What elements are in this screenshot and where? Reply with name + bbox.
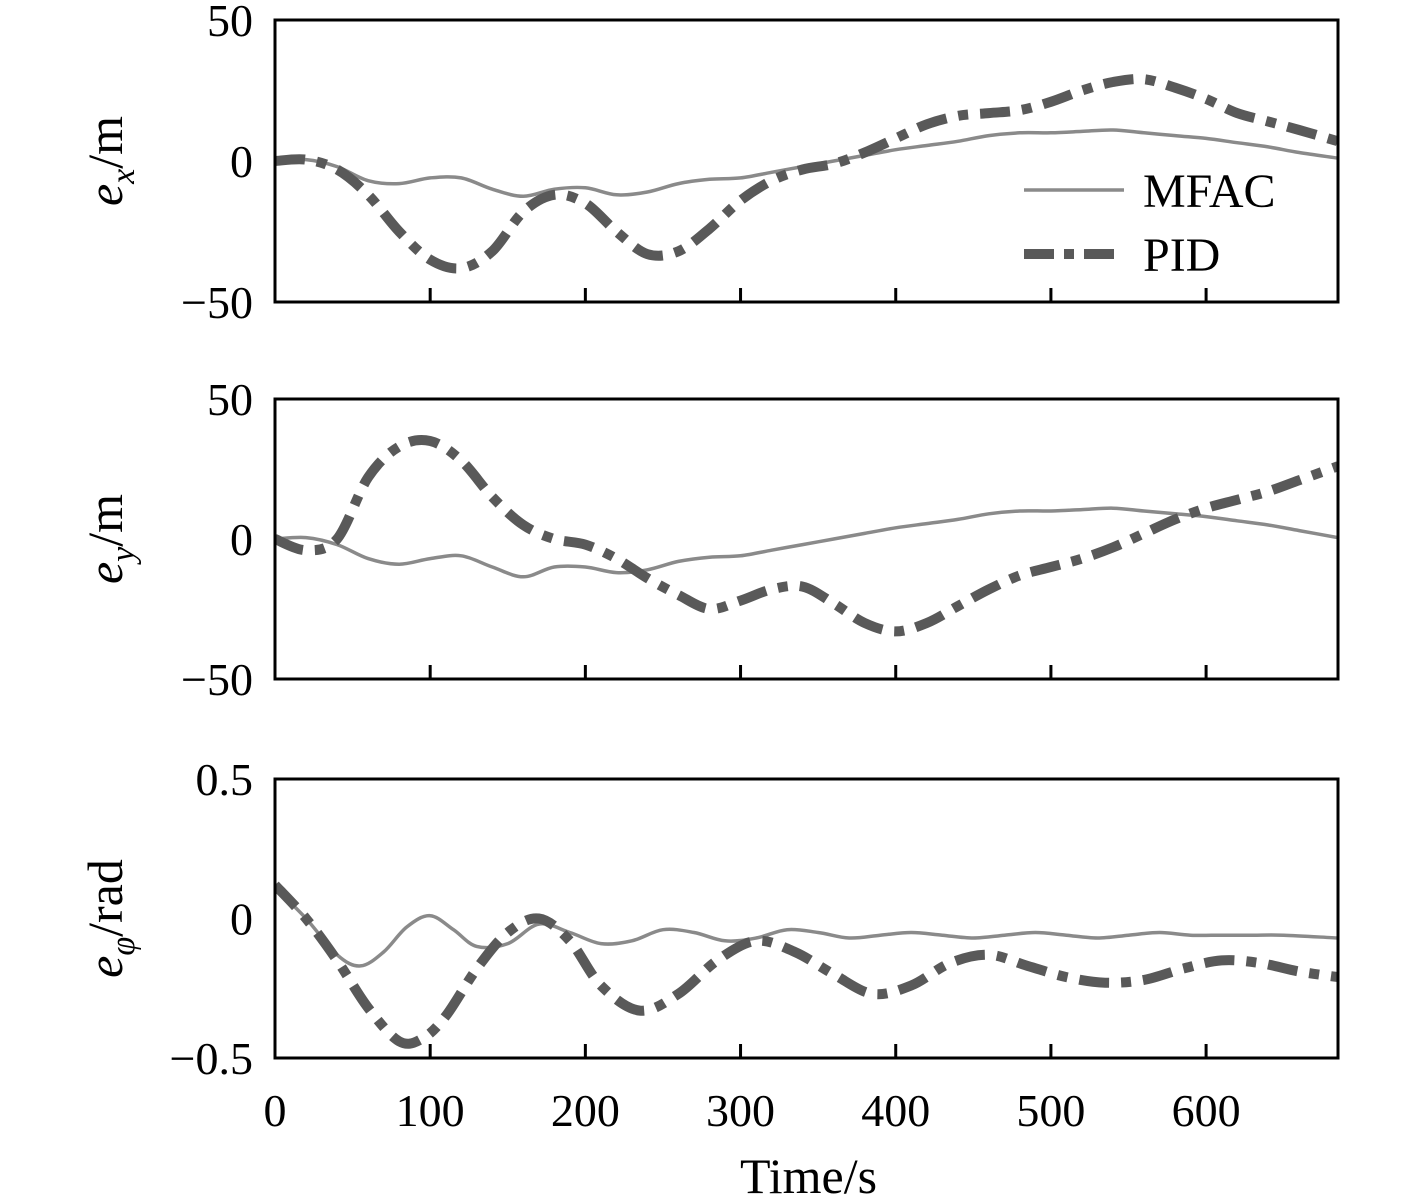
x-tick-label: 600 bbox=[1172, 1085, 1241, 1136]
series-line-pid bbox=[275, 73, 1338, 274]
series-line-mfac bbox=[275, 506, 1338, 579]
plot-frame bbox=[273, 777, 1340, 1060]
series-line-mfac bbox=[275, 886, 1338, 968]
legend: MFAC PID bbox=[1024, 165, 1276, 282]
x-tick-label: 400 bbox=[861, 1085, 930, 1136]
x-tick-label: 100 bbox=[396, 1085, 465, 1136]
x-tick-label: 300 bbox=[706, 1085, 775, 1136]
y-tick-label: 50 bbox=[207, 0, 253, 46]
panel-1: −50 0 50 ex/m MFAC PID bbox=[77, 0, 1340, 328]
y-axis-title: ey/m bbox=[77, 494, 142, 584]
plot-frame bbox=[273, 18, 1340, 304]
y-tick-label: 0 bbox=[230, 894, 253, 945]
panel-2: −50 0 50 ey/m bbox=[77, 374, 1340, 705]
x-tick-label: 0 bbox=[264, 1085, 287, 1136]
x-tick-label: 500 bbox=[1016, 1085, 1085, 1136]
y-axis-title: ex/m bbox=[77, 116, 142, 206]
legend-label-mfac: MFAC bbox=[1143, 165, 1276, 218]
y-tick-label: 0 bbox=[230, 136, 253, 187]
x-tick-label: 200 bbox=[551, 1085, 620, 1136]
x-axis-title: Time/s bbox=[740, 1148, 877, 1198]
y-tick-label: −50 bbox=[181, 654, 253, 705]
y-tick-label: −0.5 bbox=[170, 1033, 253, 1084]
y-tick-label: 0.5 bbox=[196, 754, 254, 805]
y-axis-title: eφ/rad bbox=[77, 859, 142, 978]
y-tick-label: 0 bbox=[230, 514, 253, 565]
y-tick-label: −50 bbox=[181, 277, 253, 328]
legend-label-pid: PID bbox=[1143, 229, 1220, 282]
y-tick-label: 50 bbox=[207, 374, 253, 425]
series-line-pid bbox=[275, 435, 1338, 637]
plot-frame bbox=[273, 397, 1340, 681]
series-line-pid bbox=[275, 881, 1338, 1049]
